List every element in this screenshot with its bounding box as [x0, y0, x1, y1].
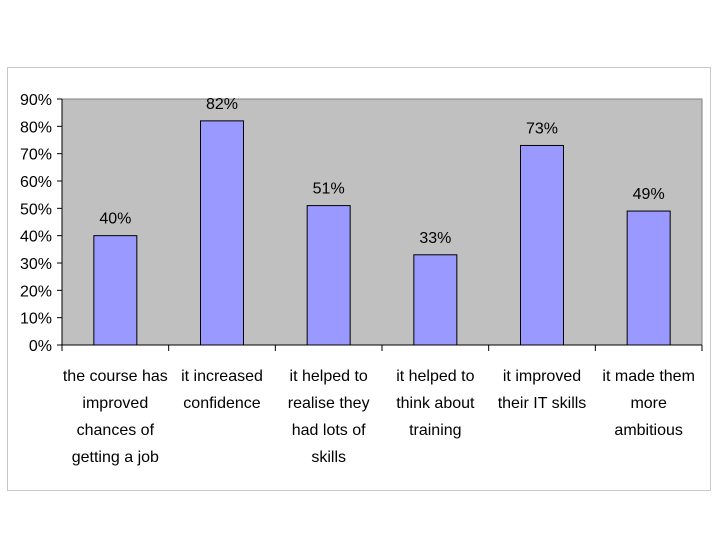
category-label: it helped to realise they had lots of skill…	[288, 368, 370, 466]
category-label: it made them more ambitious	[602, 368, 694, 439]
bar-data-label: 51%	[313, 181, 345, 198]
data-labels-group: 40% 82% 51% 33% 73% 49%	[99, 96, 664, 247]
category-label-line: improved	[82, 395, 148, 412]
bar	[626, 210, 671, 346]
category-label-line: it made them	[602, 368, 694, 385]
bar	[413, 254, 458, 346]
y-tick-label: 0%	[29, 338, 52, 355]
category-label-line: skills	[311, 449, 346, 466]
bar-data-label: 40%	[99, 211, 131, 228]
category-label: it improved their IT skills	[498, 368, 587, 412]
category-label: the course has improved chances of getting …	[63, 368, 168, 466]
bar	[306, 205, 351, 346]
category-label-line: it helped to	[290, 368, 368, 385]
y-tick-label: 20%	[20, 283, 52, 300]
category-labels-group: the course has improved chances of getting …	[63, 368, 695, 466]
bar-data-label: 73%	[526, 120, 558, 137]
bar-data-label: 33%	[419, 230, 451, 247]
y-tick-label: 50%	[20, 201, 52, 218]
bar	[520, 144, 564, 346]
category-label-line: confidence	[183, 395, 260, 412]
y-tick-label: 70%	[20, 147, 52, 164]
y-axis-ticks	[57, 98, 62, 346]
y-tick-label: 10%	[20, 311, 52, 328]
category-label-line: had lots of	[292, 422, 366, 439]
y-tick-label: 60%	[20, 174, 52, 191]
category-label-line: ambitious	[614, 422, 682, 439]
category-label: it helped to think about training	[396, 368, 475, 439]
plot-area	[61, 98, 703, 346]
category-label-line: training	[409, 422, 461, 439]
category-label-line: more	[630, 395, 667, 412]
category-label-line: it helped to	[396, 368, 474, 385]
category-label-line: it improved	[503, 368, 581, 385]
category-label-line: the course has	[63, 368, 168, 385]
category-label-line: it increased	[181, 368, 263, 385]
y-tick-label: 30%	[20, 256, 52, 273]
y-tick-label: 40%	[20, 229, 52, 246]
category-label-line: realise they	[288, 395, 370, 412]
y-tick-label: 80%	[20, 119, 52, 136]
category-label-line: their IT skills	[498, 395, 587, 412]
bar	[93, 235, 138, 346]
x-axis-ticks	[61, 345, 703, 351]
bar	[200, 120, 244, 346]
category-label-line: think about	[396, 395, 475, 412]
category-label: it increased confidence	[181, 368, 263, 412]
y-tick-label: 90%	[20, 92, 52, 109]
y-axis-labels: 0% 10% 20% 30% 40% 50% 60% 70% 80% 90%	[20, 92, 52, 355]
bar-data-label: 49%	[633, 186, 665, 203]
bar-data-label: 82%	[206, 96, 238, 113]
category-label-line: getting a job	[72, 449, 159, 466]
category-label-line: chances of	[77, 422, 155, 439]
